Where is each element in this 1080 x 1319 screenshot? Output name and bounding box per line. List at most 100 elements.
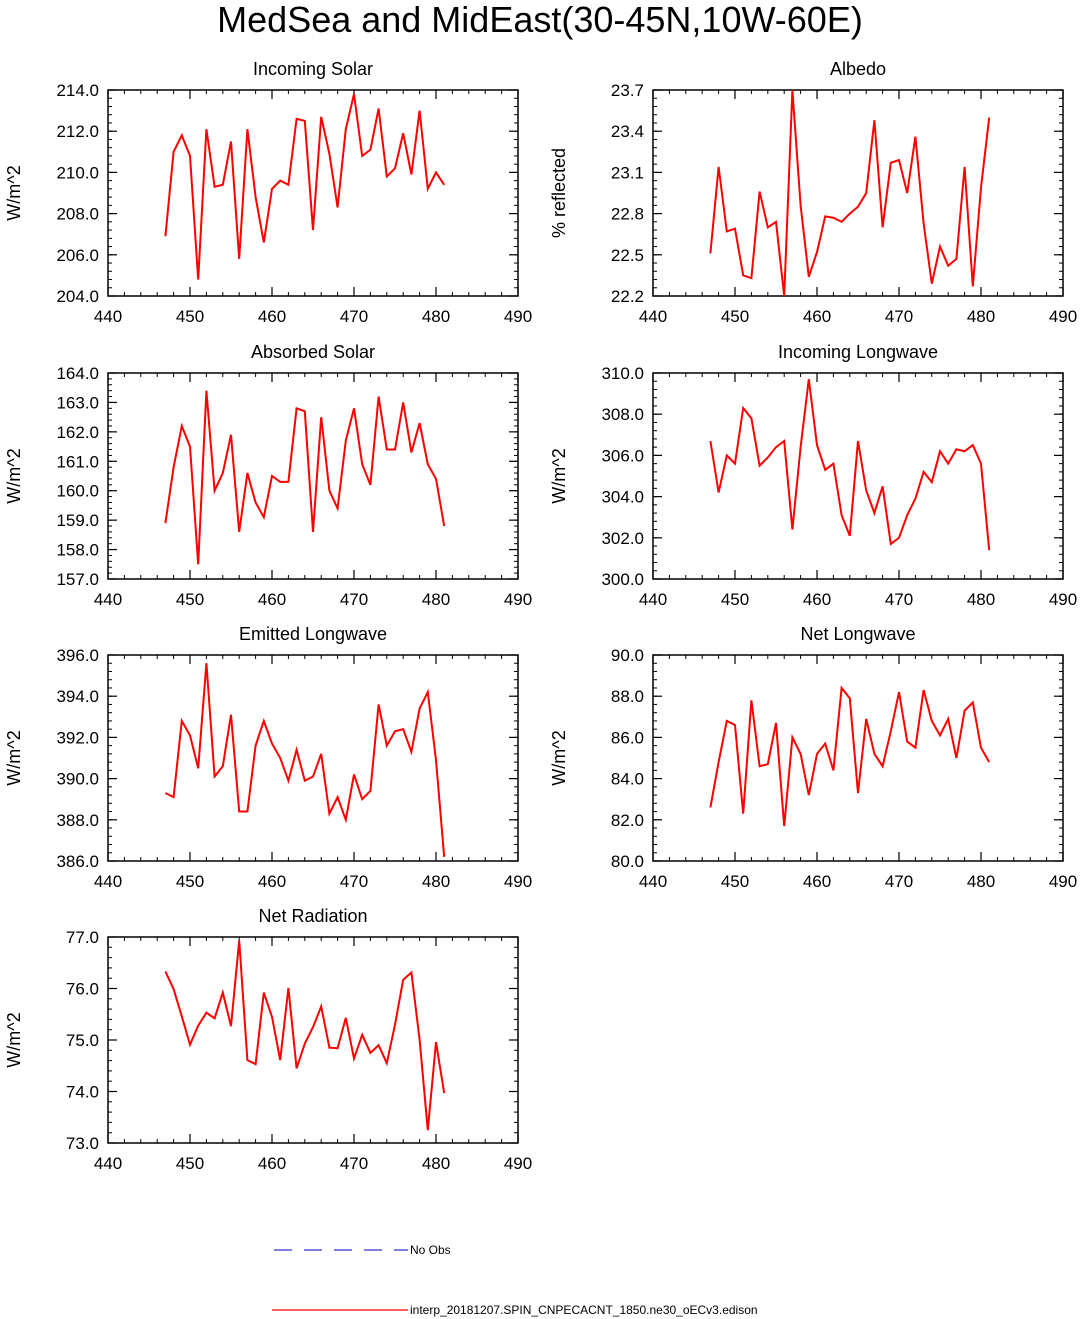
chart-6-ytick-label: 74.0 [66,1083,99,1102]
chart-0-frame [107,89,519,297]
chart-5-ytick-label: 82.0 [611,811,644,830]
chart-incoming-longwave: Incoming Longwave W/m^2 440 450 460 470 480 490… [549,342,1077,609]
chart-0-xtick-label: 480 [422,307,450,326]
chart-0-xtick-label: 460 [258,307,286,326]
chart-2-ytick-label: 161.0 [56,452,99,471]
chart-6-series-line-0 [164,940,446,1131]
chart-2-xtick-label: 480 [422,590,450,609]
legend-model-label: interp_20181207.SPIN_CNPECACNT_1850.ne30… [410,1303,758,1317]
chart-0-ytick-label: 212.0 [56,122,99,141]
chart-6-xtick-label: 450 [176,1154,204,1173]
chart-3-xtick-label: 480 [967,590,995,609]
chart-2-series-line-0 [164,390,446,565]
chart-6-ytick-label: 77.0 [66,928,99,947]
chart-net-radiation: Net Radiation W/m^2 440 450 460 470 480 490 73.0… [4,906,532,1173]
chart-6-xtick-label: 460 [258,1154,286,1173]
chart-1-ytick-label: 23.1 [611,163,644,182]
chart-2-ytick-label: 164.0 [56,364,99,383]
chart-3-ytick-label: 310.0 [601,364,644,383]
chart-1-ytick-label: 22.2 [611,287,644,306]
chart-4-ytick-label: 392.0 [56,728,99,747]
chart-5-frame [652,654,1064,862]
chart-absorbed-solar: Absorbed Solar W/m^2 440 450 460 470 480 490 157… [4,342,532,609]
chart-2-ytick-label: 160.0 [56,482,99,501]
page-title: MedSea and MidEast(30-45N,10W-60E) [217,0,863,40]
chart-4-ytick-label: 388.0 [56,811,99,830]
chart-2-xtick-label: 490 [504,590,532,609]
chart-4-ytick-label: 394.0 [56,687,99,706]
chart-0-title: Incoming Solar [253,59,373,79]
chart-4-xtick-label: 460 [258,872,286,891]
chart-2-xtick-label: 450 [176,590,204,609]
chart-5-xtick-label: 490 [1049,872,1077,891]
chart-5-xtick-label: 460 [803,872,831,891]
chart-4-xtick-label: 440 [94,872,122,891]
chart-5-xtick-label: 480 [967,872,995,891]
chart-0-ytick-label: 208.0 [56,205,99,224]
chart-1-ytick-label: 22.5 [611,246,644,265]
chart-6-title: Net Radiation [258,906,367,926]
chart-1-series-line-0 [709,89,991,297]
chart-1-frame [652,89,1064,297]
chart-0-ytick-label: 206.0 [56,246,99,265]
chart-3-ytick-label: 308.0 [601,405,644,424]
chart-3-ytick-label: 300.0 [601,570,644,589]
chart-6-xtick-label: 490 [504,1154,532,1173]
chart-1-ytick-label: 23.7 [611,81,644,100]
chart-3-series-line-0 [709,379,991,551]
chart-3-ytick-label: 306.0 [601,446,644,465]
chart-2-title: Absorbed Solar [251,342,375,362]
chart-4-frame [107,654,519,862]
chart-emitted-longwave: Emitted Longwave W/m^2 440 450 460 470 480 490 3… [4,624,532,891]
chart-2-frame [107,372,519,580]
chart-4-ytick-label: 386.0 [56,852,99,871]
chart-1-xtick-label: 440 [639,307,667,326]
legend: No Obs interp_20181207.SPIN_CNPECACNT_18… [272,1243,758,1317]
chart-3-ytick-label: 304.0 [601,488,644,507]
chart-3-frame [652,372,1064,580]
chart-2-ytick-label: 159.0 [56,511,99,530]
chart-6-xtick-label: 440 [94,1154,122,1173]
chart-5-title: Net Longwave [800,624,915,644]
chart-1-xtick-label: 470 [885,307,913,326]
chart-4-title: Emitted Longwave [239,624,387,644]
chart-5-xtick-label: 440 [639,872,667,891]
chart-0-series-line-0 [164,93,446,280]
chart-5-ylabel: W/m^2 [549,730,569,785]
legend-obs-label: No Obs [410,1243,451,1257]
chart-6-frame [107,936,519,1144]
chart-6-ytick-label: 73.0 [66,1134,99,1153]
chart-1-ytick-label: 22.8 [611,205,644,224]
chart-3-xtick-label: 440 [639,590,667,609]
chart-3-xtick-label: 470 [885,590,913,609]
chart-6-ytick-label: 76.0 [66,980,99,999]
chart-6-xtick-label: 480 [422,1154,450,1173]
chart-2-ytick-label: 157.0 [56,570,99,589]
chart-2-ylabel: W/m^2 [4,448,24,503]
chart-5-ytick-label: 90.0 [611,646,644,665]
chart-2-ytick-label: 158.0 [56,541,99,560]
chart-2-xtick-label: 440 [94,590,122,609]
chart-3-ylabel: W/m^2 [549,448,569,503]
chart-1-title: Albedo [830,59,886,79]
chart-1-xtick-label: 450 [721,307,749,326]
chart-4-ytick-label: 390.0 [56,770,99,789]
chart-5-ytick-label: 80.0 [611,852,644,871]
chart-6-ylabel: W/m^2 [4,1012,24,1067]
chart-4-ytick-label: 396.0 [56,646,99,665]
chart-3-title: Incoming Longwave [778,342,938,362]
chart-0-xtick-label: 490 [504,307,532,326]
chart-5-ytick-label: 86.0 [611,728,644,747]
chart-4-xtick-label: 480 [422,872,450,891]
chart-1-xtick-label: 480 [967,307,995,326]
chart-5-xtick-label: 450 [721,872,749,891]
chart-4-series-line-0 [164,663,446,857]
chart-0-ytick-label: 214.0 [56,81,99,100]
chart-2-ytick-label: 163.0 [56,393,99,412]
chart-5-ytick-label: 88.0 [611,687,644,706]
chart-0-xtick-label: 450 [176,307,204,326]
chart-0-xtick-label: 440 [94,307,122,326]
chart-4-ylabel: W/m^2 [4,730,24,785]
chart-6-ytick-label: 75.0 [66,1031,99,1050]
chart-3-ytick-label: 302.0 [601,529,644,548]
